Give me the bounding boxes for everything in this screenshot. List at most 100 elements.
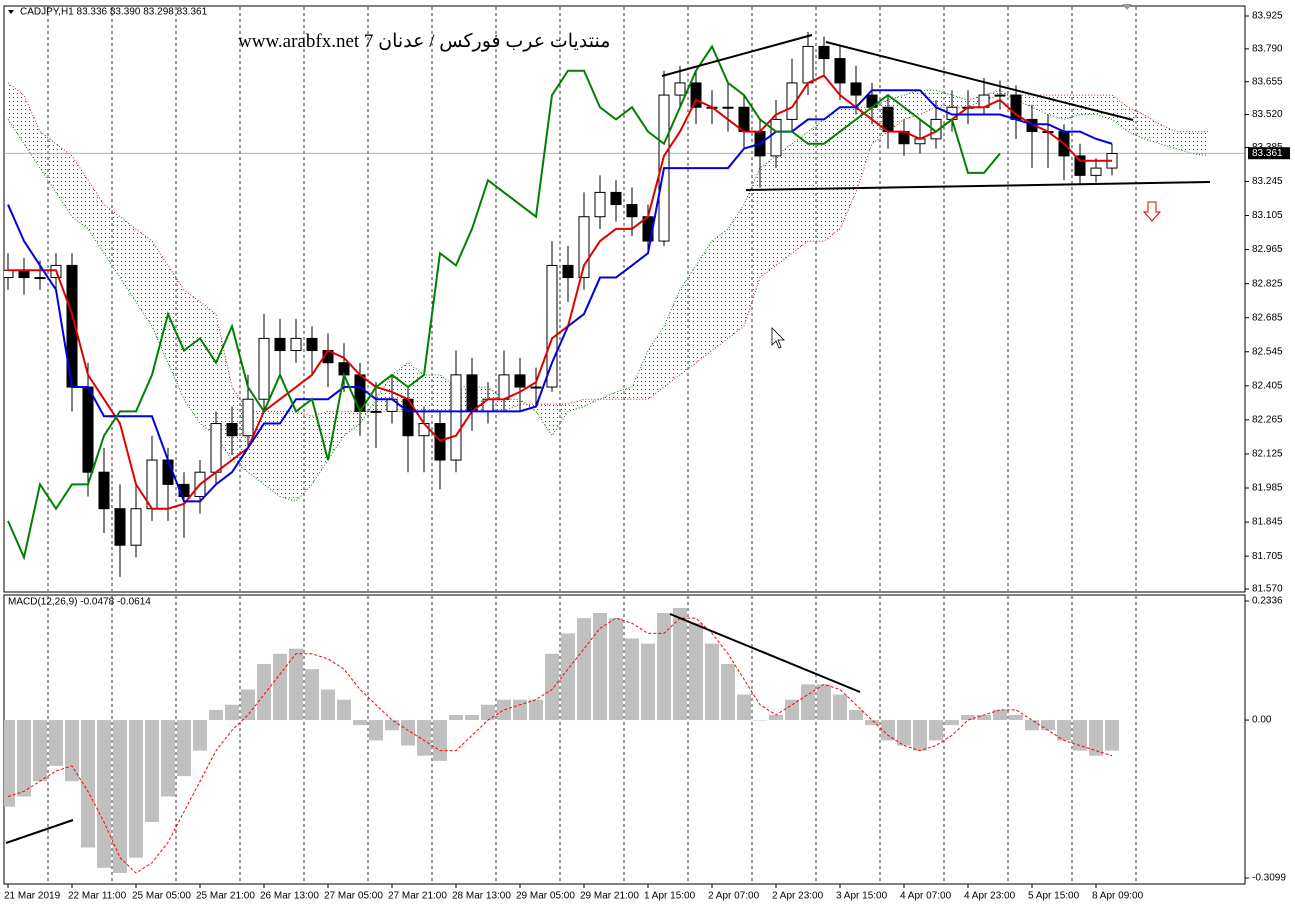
candle-body xyxy=(290,337,302,352)
histogram-bar xyxy=(801,684,815,721)
histogram-bar xyxy=(257,663,271,721)
histogram-bar xyxy=(433,720,447,761)
cloud-segment xyxy=(1160,124,1176,149)
y-tick-label: 83.245 xyxy=(1252,176,1283,187)
candle-body xyxy=(1074,155,1086,176)
histogram-bar xyxy=(577,618,591,721)
x-tick-label: 2 Apr 07:00 xyxy=(708,891,760,902)
candle-body xyxy=(162,459,174,485)
cloud-segment xyxy=(120,216,136,302)
x-tick-label: 2 Apr 23:00 xyxy=(772,891,824,902)
candle-body xyxy=(930,118,942,140)
trend-line[interactable] xyxy=(745,181,1211,191)
candle-body xyxy=(994,94,1006,97)
candle-body xyxy=(770,118,782,157)
histogram-bar xyxy=(113,720,127,873)
x-tick-label: 1 Apr 15:00 xyxy=(644,891,696,902)
candle-body xyxy=(450,374,462,461)
histogram-bar xyxy=(161,720,175,797)
y-tick-label: -0.3099 xyxy=(1252,873,1286,884)
cloud-segment xyxy=(184,289,200,424)
y-tick-label: 81.705 xyxy=(1252,551,1283,562)
histogram-bar xyxy=(833,694,847,721)
menu-arrow[interactable] xyxy=(8,10,14,14)
histogram-bar xyxy=(817,684,831,721)
histogram-bar xyxy=(1009,714,1023,721)
histogram-bar xyxy=(1057,720,1071,741)
histogram-bar xyxy=(513,699,527,721)
histogram-bar xyxy=(97,720,111,868)
histogram-bar xyxy=(689,623,703,721)
cloud-segment xyxy=(40,131,56,193)
y-tick-label: 83.790 xyxy=(1252,43,1283,54)
candle-body xyxy=(834,58,846,84)
candle-body xyxy=(226,423,238,437)
x-tick-label: 25 Mar 21:00 xyxy=(196,891,255,902)
indicator-line xyxy=(8,74,1112,510)
candle-body xyxy=(242,398,254,437)
indicator-line xyxy=(7,89,1113,503)
cloud-segment xyxy=(1176,131,1192,154)
cloud-segment xyxy=(824,107,840,242)
cloud-segment xyxy=(136,228,152,327)
histogram-bar xyxy=(449,714,463,721)
y-tick-label: 82.545 xyxy=(1252,346,1283,357)
x-tick-label: 25 Mar 05:00 xyxy=(132,891,191,902)
cloud-segment xyxy=(296,411,312,502)
candle-body xyxy=(306,337,318,352)
candle-body xyxy=(626,204,638,218)
cloud-segment xyxy=(936,90,952,108)
histogram-bar xyxy=(241,689,255,721)
y-tick-label: 83.655 xyxy=(1252,76,1283,87)
candle-body xyxy=(610,191,622,206)
cloud-segment xyxy=(840,107,856,229)
cloud-segment xyxy=(536,404,552,436)
histogram-bar xyxy=(225,704,239,721)
histogram-bar xyxy=(401,720,415,746)
histogram-bar xyxy=(961,714,975,721)
x-tick-label: 27 Mar 05:00 xyxy=(324,891,383,902)
histogram-bar xyxy=(353,720,367,726)
y-tick-label: 81.845 xyxy=(1252,517,1283,528)
candle-body xyxy=(114,508,126,546)
y-tick-label: 82.405 xyxy=(1252,380,1283,391)
candle-body xyxy=(674,82,686,96)
trend-line[interactable] xyxy=(669,613,861,693)
trend-line[interactable] xyxy=(825,41,1134,121)
candle-body xyxy=(514,374,526,388)
sell-arrow[interactable] xyxy=(1142,201,1162,222)
histogram-bar xyxy=(881,720,895,741)
histogram-bar xyxy=(321,689,335,721)
candle-body xyxy=(434,423,446,461)
y-tick-label: 82.125 xyxy=(1252,449,1283,460)
shift-marker xyxy=(1122,4,1132,10)
histogram-bar xyxy=(337,699,351,721)
candle-body xyxy=(594,191,606,218)
signal-line xyxy=(7,617,1113,874)
cloud-segment xyxy=(200,301,216,436)
candle-body xyxy=(210,423,222,473)
y-tick-label: 82.685 xyxy=(1252,312,1283,323)
mouse-cursor xyxy=(771,327,785,349)
y-tick-label: 82.265 xyxy=(1252,415,1283,426)
y-tick-label: 82.965 xyxy=(1252,244,1283,255)
cloud-segment xyxy=(696,241,712,363)
y-tick-label: 83.925 xyxy=(1252,11,1283,22)
histogram-bar xyxy=(977,714,991,721)
cloud-segment xyxy=(264,411,280,497)
trend-line[interactable] xyxy=(5,819,74,844)
x-tick-label: 27 Mar 21:00 xyxy=(388,891,447,902)
cloud-segment xyxy=(552,404,568,436)
histogram-bar xyxy=(865,720,879,726)
trend-line[interactable] xyxy=(661,34,813,77)
cloud-segment xyxy=(504,399,520,412)
macd-pane xyxy=(3,594,1246,885)
candle-body xyxy=(690,82,702,108)
histogram-bar xyxy=(657,613,671,721)
candle-body xyxy=(498,374,510,400)
cloud-segment xyxy=(568,399,584,412)
y-tick-label: 81.570 xyxy=(1252,584,1283,595)
histogram-bar xyxy=(945,720,959,726)
histogram-bar xyxy=(145,720,159,822)
candle-body xyxy=(130,508,142,546)
